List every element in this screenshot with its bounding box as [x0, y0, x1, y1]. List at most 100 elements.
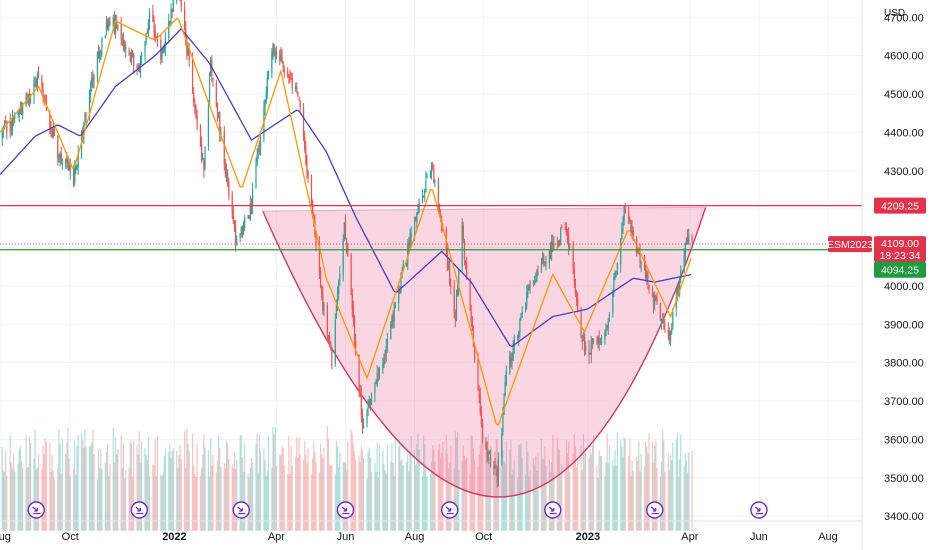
candle-body	[433, 169, 435, 182]
candle-body	[249, 202, 251, 221]
volume-bar	[630, 476, 632, 531]
volume-bar	[202, 455, 204, 531]
candle-body	[139, 55, 142, 73]
candle-body	[352, 307, 355, 320]
volume-bar	[51, 455, 53, 531]
volume-bar	[385, 473, 387, 531]
volume-bar	[684, 453, 686, 531]
candle-body	[76, 167, 78, 169]
volume-bar	[592, 435, 595, 531]
volume-bar	[583, 452, 586, 531]
candle-body	[41, 77, 43, 87]
event-markers[interactable]	[27, 501, 768, 519]
candle-body	[556, 243, 558, 245]
volume-bar	[219, 447, 221, 531]
volume-bar	[195, 476, 197, 531]
candle-body	[376, 373, 378, 386]
volume-bar	[377, 477, 379, 531]
candle-body	[385, 345, 387, 355]
candle-body	[651, 287, 654, 296]
candle-body	[367, 401, 369, 409]
candle-body	[215, 82, 217, 107]
candle-body	[524, 306, 527, 311]
volume-bar	[680, 434, 682, 531]
volume-bar	[227, 443, 229, 531]
candle-body	[161, 52, 163, 61]
volume-bar	[291, 465, 293, 531]
volume-bar	[297, 457, 299, 531]
candle-body	[120, 24, 122, 41]
volume-bar	[447, 468, 450, 531]
volume-bar	[575, 467, 578, 531]
candle-body	[450, 285, 452, 288]
volume-bar	[541, 458, 544, 531]
volume-bar	[585, 453, 587, 531]
volume-bar	[536, 471, 538, 531]
volume-bar	[624, 439, 626, 531]
candle-body	[510, 357, 512, 363]
candle-body	[223, 130, 225, 165]
y-tick-label: 3800.00	[884, 358, 924, 370]
candle-body	[51, 132, 53, 136]
cup-fill	[262, 207, 706, 497]
volume-bar	[430, 461, 433, 531]
candle-body	[129, 57, 131, 62]
candle-body	[600, 336, 603, 343]
volume-bar	[352, 443, 355, 531]
candle-body	[606, 326, 608, 328]
candle-body	[616, 262, 618, 271]
volume-bar	[307, 448, 309, 531]
candle-body	[440, 214, 442, 219]
volume-bar	[470, 435, 472, 531]
volume-bar	[376, 442, 378, 531]
candle-body	[104, 35, 106, 38]
candle-body	[691, 236, 693, 240]
volume-bar	[621, 447, 623, 531]
candle-body	[307, 171, 309, 177]
volume-bar	[279, 454, 281, 531]
candle-body	[639, 246, 641, 263]
candle-body	[497, 459, 499, 485]
candle-body	[77, 153, 79, 167]
candle-body	[255, 164, 257, 188]
volume-bar	[417, 434, 419, 531]
volume-bar	[355, 459, 357, 531]
volume-bar	[37, 454, 40, 531]
volume-bar	[14, 471, 16, 531]
candle-body	[187, 49, 189, 55]
candle-body	[73, 165, 75, 185]
horizontal-lines[interactable]	[0, 205, 862, 251]
volume-bar	[5, 450, 7, 531]
ma-slow-line	[0, 27, 692, 348]
candle-body	[667, 329, 669, 335]
x-tick-label: Apr	[268, 531, 285, 543]
volume-bar	[236, 459, 238, 531]
candle-body	[415, 218, 417, 221]
volume-bar	[185, 467, 187, 531]
candle-body	[679, 278, 681, 295]
volume-bar	[415, 464, 417, 531]
volume-bar	[528, 476, 530, 531]
candle-body	[447, 265, 450, 267]
candle-body	[74, 167, 76, 184]
candle-body	[585, 345, 587, 351]
candle-body	[91, 77, 93, 87]
candle-body	[622, 220, 624, 227]
candle-body	[386, 338, 388, 346]
volume-bar	[105, 451, 108, 531]
volume-bar	[59, 444, 61, 531]
volume-bar	[549, 472, 552, 531]
volume-bar	[88, 446, 91, 531]
candle-body	[426, 177, 428, 179]
ma-fast-line	[0, 17, 692, 426]
volume-bar	[112, 427, 114, 531]
candle-body	[82, 132, 84, 136]
volume-bar	[264, 459, 266, 531]
candle-body	[201, 144, 203, 162]
volume-bar	[121, 467, 123, 531]
candle-body	[36, 76, 38, 90]
volume-bar	[370, 471, 373, 531]
candle-body	[298, 97, 300, 100]
volume-bar	[544, 446, 546, 531]
